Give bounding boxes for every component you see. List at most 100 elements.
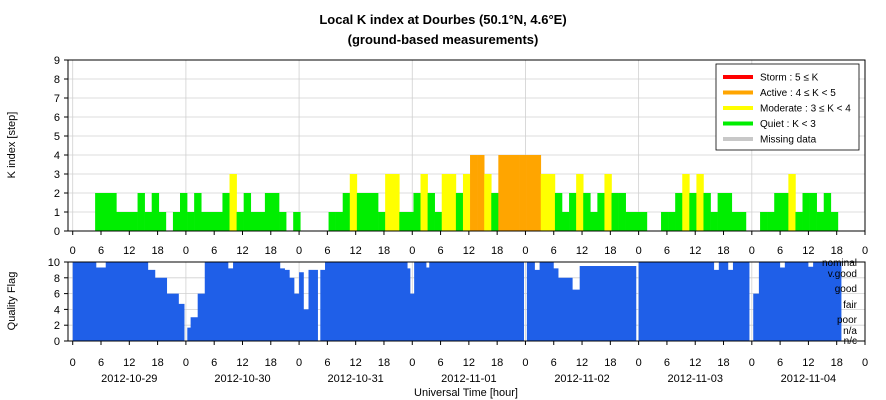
k-bar [625, 212, 634, 231]
q-ytick-label: 4 [54, 304, 60, 316]
k-bar [243, 193, 252, 231]
k-ytick-label: 0 [54, 226, 60, 238]
k-bar [406, 212, 414, 231]
k-plot-frame [67, 59, 866, 232]
k-bar [158, 212, 167, 231]
k-bar [816, 212, 825, 231]
chart-subtitle: (ground-based measurements) [348, 32, 539, 47]
k-bar [611, 193, 619, 231]
k-xtick-label: 6 [324, 245, 330, 257]
q-xtick-label: 12 [802, 357, 814, 369]
k-xtick-label: 0 [749, 245, 755, 257]
k-ytick-label: 8 [54, 74, 60, 86]
k-bar [180, 193, 188, 231]
q-xtick-label: 0 [296, 357, 302, 369]
q-xtick-label: 18 [604, 357, 616, 369]
k-bar [399, 212, 407, 231]
k-bar [512, 155, 520, 231]
k-xtick-label: 0 [636, 245, 642, 257]
k-bar [123, 212, 131, 231]
legend-label: Storm : 5 ≤ K [760, 73, 819, 84]
q-xtick-label: 6 [437, 357, 443, 369]
quality-category-label: v.good [828, 269, 857, 280]
k-bar [498, 155, 506, 231]
q-xtick-label: 12 [689, 357, 701, 369]
k-bar [590, 212, 598, 231]
k-xtick-label: 18 [717, 245, 729, 257]
k-bar [342, 193, 351, 231]
k-bar [597, 193, 605, 231]
q-xtick-label: 6 [777, 357, 783, 369]
q-xtick-label: 18 [378, 357, 390, 369]
k-ytick-label: 7 [54, 93, 60, 105]
k-bar [738, 212, 747, 231]
k-bar [462, 174, 471, 231]
k-bar [137, 193, 145, 231]
k-bar [554, 193, 563, 231]
k-xtick-label: 12 [463, 245, 475, 257]
k-bar [477, 155, 485, 231]
k-bar [385, 174, 393, 231]
q-xtick-label: 0 [409, 357, 415, 369]
k-bar [682, 174, 690, 231]
k-bar [767, 212, 775, 231]
chart-title: Local K index at Dourbes (50.1°N, 4.6°E) [319, 12, 566, 27]
k-bar [257, 212, 266, 231]
k-ytick-label: 5 [54, 131, 60, 143]
k-xtick-label: 12 [689, 245, 701, 257]
k-bar [505, 155, 513, 231]
k-bar [547, 174, 556, 231]
k-bar [830, 212, 839, 231]
q-xtick-label: 12 [123, 357, 135, 369]
k-bar [427, 193, 435, 231]
k-bar [271, 193, 280, 231]
k-bar [413, 193, 421, 231]
date-labels: 2012-10-29 2012-10-30 2012-10-31 2012-11-01… [101, 373, 836, 385]
k-bar [250, 212, 259, 231]
k-bar [632, 212, 641, 231]
k-bar [802, 193, 810, 231]
k-xtick-label: 12 [802, 245, 814, 257]
legend-label: Moderate : 3 ≤ K < 4 [760, 104, 851, 115]
q-xtick-label: 18 [717, 357, 729, 369]
q-ytick-label: 2 [54, 320, 60, 332]
k-bar [201, 212, 209, 231]
k-bar [130, 212, 138, 231]
k-ytick-label: 2 [54, 188, 60, 200]
q-ytick-label: 0 [54, 336, 60, 348]
k-bar [604, 174, 612, 231]
q-xtick-label: 12 [463, 357, 475, 369]
k-bar [668, 212, 676, 231]
k-bar [229, 174, 237, 231]
k-xtick-label: 0 [862, 245, 868, 257]
k-xtick-label: 18 [491, 245, 503, 257]
k-bar [703, 193, 711, 231]
legend-label: Missing data [760, 135, 817, 146]
k-bar [420, 174, 428, 231]
k-ytick-label: 1 [54, 207, 60, 219]
q-yticks: 0 2 4 6 8 10 [48, 257, 68, 348]
k-xtick-label: 12 [350, 245, 362, 257]
k-bar [533, 155, 542, 231]
k-bar [696, 174, 704, 231]
quality-category-label: good [835, 284, 857, 295]
k-bar [491, 193, 499, 231]
k-ytick-label: 9 [54, 55, 60, 67]
k-xtick-label: 6 [551, 245, 557, 257]
q-xtick-label: 0 [70, 357, 76, 369]
k-bar [576, 174, 584, 231]
k-ytick-label: 3 [54, 169, 60, 181]
k-bar [781, 193, 789, 231]
k-bar [392, 174, 400, 231]
k-bar [470, 155, 478, 231]
k-bar [675, 193, 683, 231]
k-xtick-label: 6 [777, 245, 783, 257]
k-bar [661, 212, 669, 231]
date-label: 2012-10-29 [101, 373, 157, 385]
q-xtick-label: 18 [265, 357, 277, 369]
q-xtick-label: 6 [324, 357, 330, 369]
k-xtick-label: 12 [236, 245, 248, 257]
k-xtick-label: 6 [98, 245, 104, 257]
